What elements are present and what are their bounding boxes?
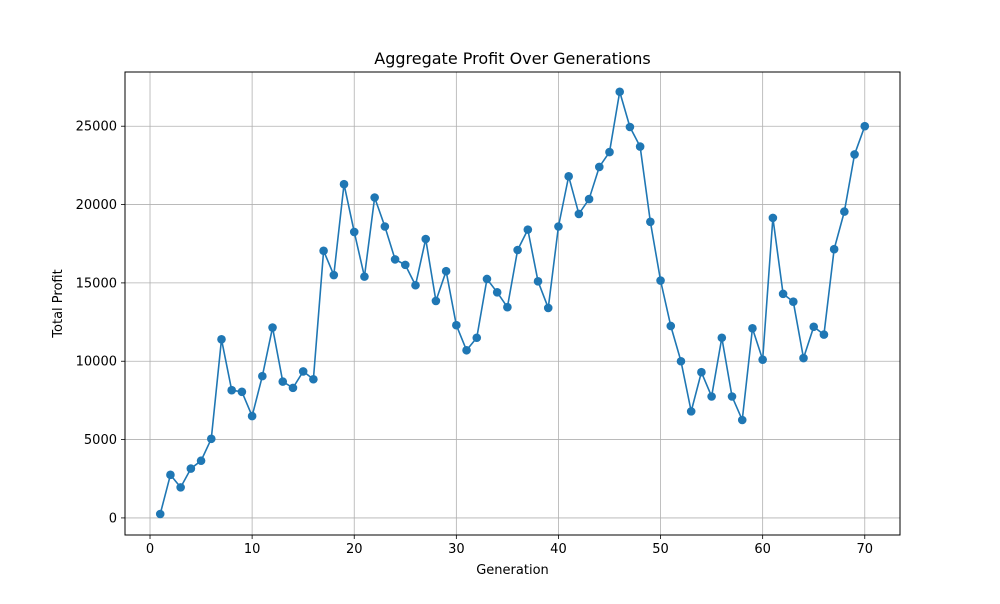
data-point bbox=[625, 122, 635, 132]
axis-ticks: 0 10 20 30 40 50 60 70 0 5000 10000 15000 20000 25000 bbox=[76, 120, 873, 557]
data-point bbox=[809, 322, 819, 332]
data-point bbox=[217, 335, 226, 344]
data-point bbox=[789, 297, 798, 307]
data-point bbox=[288, 383, 298, 393]
data-point bbox=[278, 377, 288, 386]
data-point bbox=[799, 353, 808, 363]
data-point bbox=[421, 234, 431, 244]
y-tick-label: 25000 bbox=[76, 120, 117, 135]
x-tick-label: 50 bbox=[652, 542, 669, 557]
data-point bbox=[533, 277, 543, 286]
data-point bbox=[819, 330, 829, 339]
y-tick-label: 15000 bbox=[76, 276, 117, 291]
data-point bbox=[411, 280, 420, 290]
data-point bbox=[513, 245, 522, 255]
data-point bbox=[778, 289, 788, 299]
data-point bbox=[492, 288, 502, 297]
data-point bbox=[247, 411, 257, 421]
data-point bbox=[431, 296, 441, 306]
series-line bbox=[159, 90, 866, 515]
x-axis-label: Generation bbox=[476, 563, 549, 578]
data-point bbox=[339, 179, 349, 189]
data-point bbox=[840, 207, 849, 216]
data-point bbox=[605, 147, 614, 157]
y-tick-label: 20000 bbox=[76, 198, 117, 213]
chart-title: Aggregate Profit Over Generations bbox=[374, 49, 650, 68]
data-point bbox=[380, 222, 390, 231]
data-point bbox=[268, 323, 277, 332]
data-point bbox=[390, 255, 400, 264]
data-point bbox=[666, 321, 676, 331]
data-point bbox=[237, 387, 247, 397]
data-point bbox=[676, 356, 686, 366]
x-tick-label: 30 bbox=[448, 542, 465, 557]
data-point bbox=[155, 509, 165, 519]
y-tick-label: 10000 bbox=[76, 355, 117, 370]
data-point bbox=[482, 274, 492, 284]
data-point bbox=[176, 483, 185, 492]
data-point bbox=[727, 392, 737, 401]
data-point bbox=[503, 302, 512, 312]
x-tick-label: 20 bbox=[346, 542, 363, 557]
data-point bbox=[594, 162, 604, 172]
data-point bbox=[635, 142, 645, 151]
grid-lines bbox=[125, 72, 900, 535]
data-point bbox=[707, 392, 716, 401]
data-point bbox=[829, 244, 839, 254]
data-point bbox=[758, 355, 767, 364]
data-point bbox=[615, 87, 625, 97]
data-point bbox=[656, 276, 665, 285]
x-tick-label: 70 bbox=[856, 542, 873, 557]
data-point bbox=[686, 407, 696, 416]
x-tick-label: 10 bbox=[244, 542, 261, 557]
data-point bbox=[646, 217, 655, 227]
data-point bbox=[717, 333, 727, 343]
data-point bbox=[349, 227, 359, 237]
x-tick-label: 40 bbox=[550, 542, 567, 557]
data-point bbox=[309, 374, 318, 384]
data-point bbox=[554, 222, 563, 231]
x-tick-label: 60 bbox=[754, 542, 771, 557]
data-point bbox=[860, 121, 870, 131]
data-point bbox=[584, 194, 594, 204]
y-tick-label: 0 bbox=[109, 511, 117, 526]
data-point bbox=[441, 266, 451, 276]
data-point bbox=[462, 345, 471, 355]
data-point bbox=[166, 470, 175, 480]
data-point bbox=[258, 371, 267, 381]
y-tick-label: 5000 bbox=[84, 433, 117, 448]
data-point bbox=[472, 333, 482, 343]
data-point bbox=[360, 272, 369, 281]
x-tick-label: 0 bbox=[146, 542, 154, 557]
data-point bbox=[564, 172, 573, 181]
data-point bbox=[319, 246, 328, 256]
data-point bbox=[697, 367, 706, 377]
data-point bbox=[574, 209, 584, 219]
data-point bbox=[206, 434, 216, 444]
plot-frame bbox=[124, 71, 901, 536]
data-point bbox=[850, 150, 859, 159]
data-series bbox=[155, 87, 870, 519]
data-point bbox=[523, 225, 533, 234]
data-point bbox=[400, 260, 410, 270]
data-point bbox=[370, 193, 379, 202]
data-point bbox=[329, 270, 339, 280]
data-point bbox=[196, 456, 206, 466]
data-point bbox=[452, 320, 461, 330]
data-point bbox=[748, 324, 757, 333]
data-point bbox=[298, 367, 308, 376]
data-point bbox=[227, 385, 236, 395]
y-axis-label: Total Profit bbox=[51, 269, 66, 338]
data-point bbox=[543, 303, 553, 313]
data-point bbox=[186, 464, 196, 473]
data-point bbox=[737, 415, 747, 425]
data-point bbox=[768, 213, 778, 223]
